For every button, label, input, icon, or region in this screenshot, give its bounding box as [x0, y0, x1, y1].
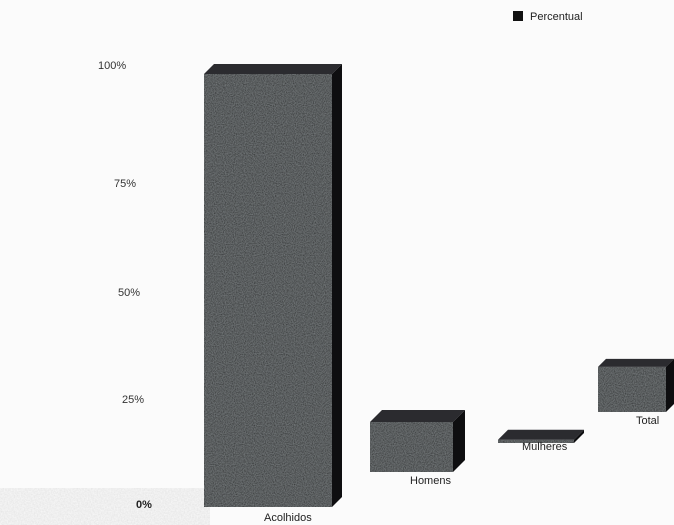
bar: [370, 409, 465, 472]
bar-front-face: [370, 421, 453, 472]
bar: [498, 429, 584, 443]
y-tick-label: 75%: [114, 178, 136, 190]
bar-side-face: [574, 429, 584, 443]
bar-top-face: [598, 358, 674, 367]
y-tick-label: 0%: [136, 499, 152, 511]
bar-side-face: [332, 64, 342, 507]
bar: [598, 358, 674, 412]
y-axis: 0% 25% 50% 75% 100%: [98, 60, 152, 511]
bar-front-face: [498, 439, 574, 443]
legend-swatch: [513, 11, 523, 21]
bar-top-face: [204, 64, 342, 74]
legend: Percentual: [513, 11, 583, 23]
x-axis-labels: Acolhidos Homens Mulheres Total: [264, 415, 659, 524]
bar-top-face: [370, 409, 465, 422]
bar: [204, 64, 342, 507]
bar-front-face: [598, 366, 666, 412]
bar-top-face: [498, 429, 584, 440]
x-category-label: Total: [636, 415, 659, 427]
x-category-label: Homens: [410, 475, 451, 487]
y-tick-label: 50%: [118, 287, 140, 299]
bar-side-face: [453, 409, 465, 472]
x-category-label: Mulheres: [522, 441, 568, 453]
bar-front-face: [204, 74, 332, 507]
floor-shadow: [0, 488, 210, 525]
y-tick-label: 25%: [122, 394, 144, 406]
legend-label: Percentual: [530, 11, 583, 23]
bars: [204, 64, 674, 507]
x-category-label: Acolhidos: [264, 512, 312, 524]
y-tick-label: 100%: [98, 60, 126, 72]
bar-side-face: [666, 358, 674, 412]
